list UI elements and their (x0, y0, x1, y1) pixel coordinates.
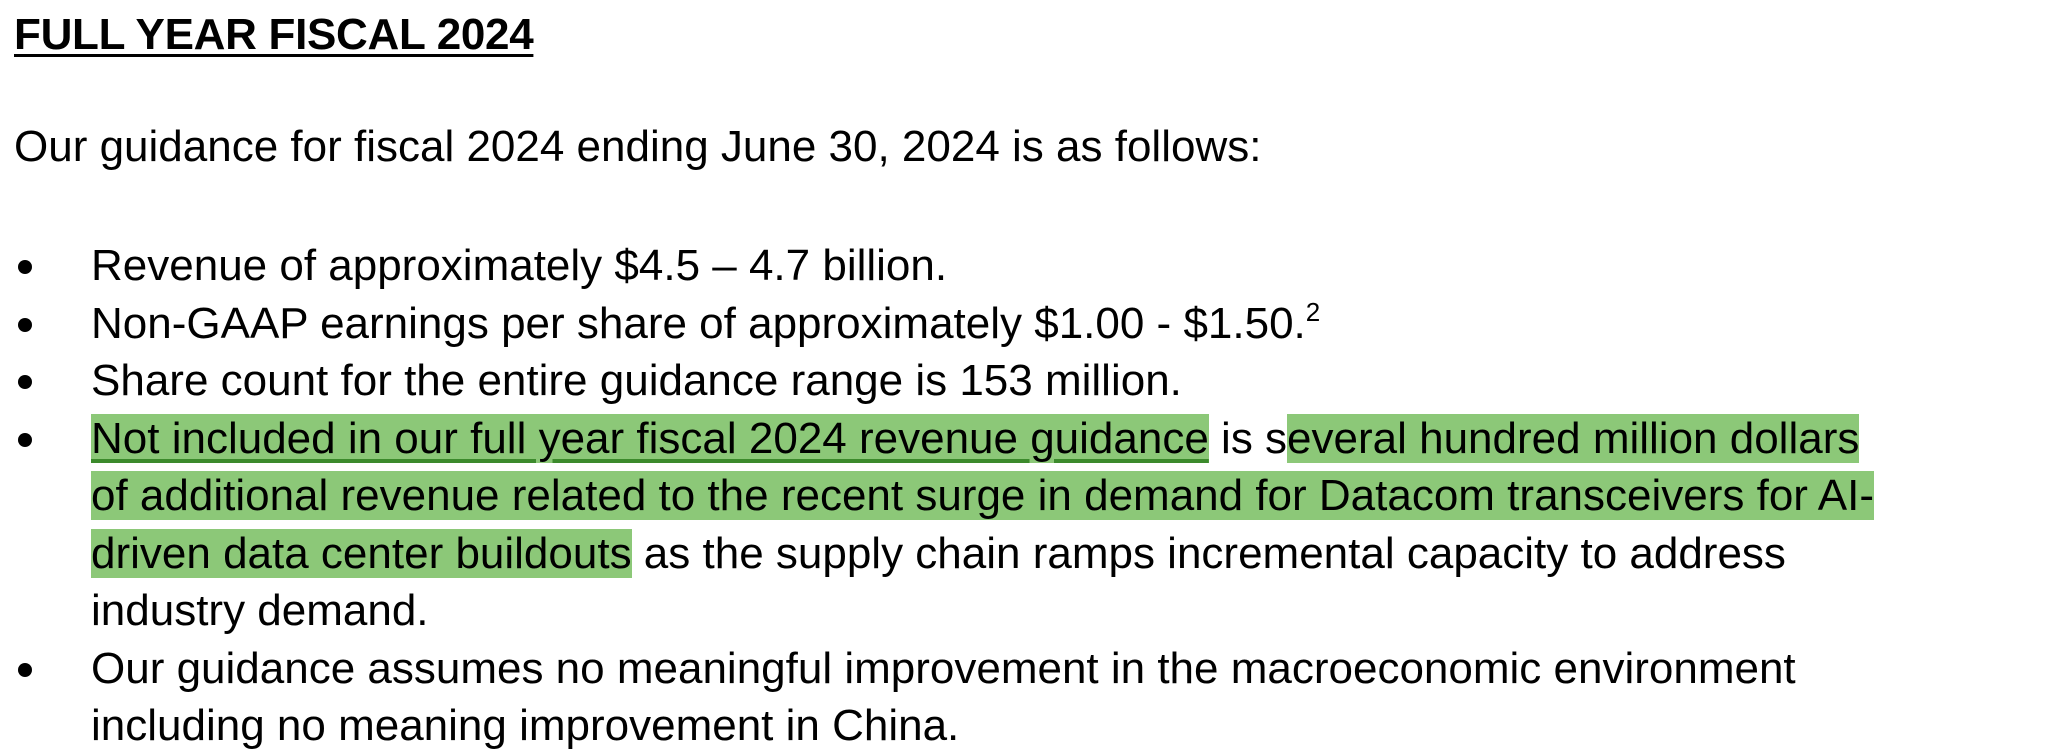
highlighted-text: driven data center buildouts (91, 528, 632, 578)
plain-text: as the supply chain ramps incremental ca… (631, 528, 1786, 578)
bullet-revenue: Revenue of approximately $4.5 – 4.7 bill… (14, 237, 2041, 295)
text-line: Not included in our full year fiscal 202… (91, 410, 2041, 468)
bullet-text: Share count for the entire guidance rang… (91, 356, 1182, 405)
highlighted-underlined-text: Not included in our full year fiscal 202… (91, 413, 1209, 463)
section-heading: FULL YEAR FISCAL 2024 (14, 10, 534, 59)
text-line: driven data center buildouts as the supp… (91, 525, 2041, 583)
bullet-dot-icon (18, 375, 32, 389)
text-line: of additional revenue related to the rec… (91, 467, 2041, 525)
bullet-dot-icon (18, 662, 32, 677)
text-line: including no meaning improvement in Chin… (91, 701, 960, 750)
text-line: industry demand. (91, 586, 429, 635)
bullet-dot-icon (18, 432, 32, 447)
bullet-dot-icon (18, 317, 32, 332)
highlighted-text: of additional revenue related to the rec… (91, 471, 1874, 520)
plain-text: is s (1208, 413, 1288, 463)
bullet-dot-icon (18, 260, 32, 274)
guidance-bullet-list: Revenue of approximately $4.5 – 4.7 bill… (14, 237, 2042, 755)
bullet-datacom-upside: Not included in our full year fiscal 202… (14, 410, 2041, 640)
bullet-text: Revenue of approximately $4.5 – 4.7 bill… (91, 241, 948, 290)
footnote-marker: 2 (1305, 296, 1321, 327)
bullet-text: Non-GAAP earnings per share of approxima… (91, 298, 1306, 348)
intro-paragraph: Our guidance for fiscal 2024 ending June… (14, 122, 1262, 171)
bullet-eps: Non-GAAP earnings per share of approxima… (14, 295, 2041, 353)
bullet-share-count: Share count for the entire guidance rang… (14, 352, 2041, 410)
text-line: Our guidance assumes no meaningful impro… (91, 643, 1796, 693)
bullet-macro-assumption: Our guidance assumes no meaningful impro… (14, 640, 2041, 755)
highlighted-text: everal hundred million dollars (1287, 413, 1860, 463)
